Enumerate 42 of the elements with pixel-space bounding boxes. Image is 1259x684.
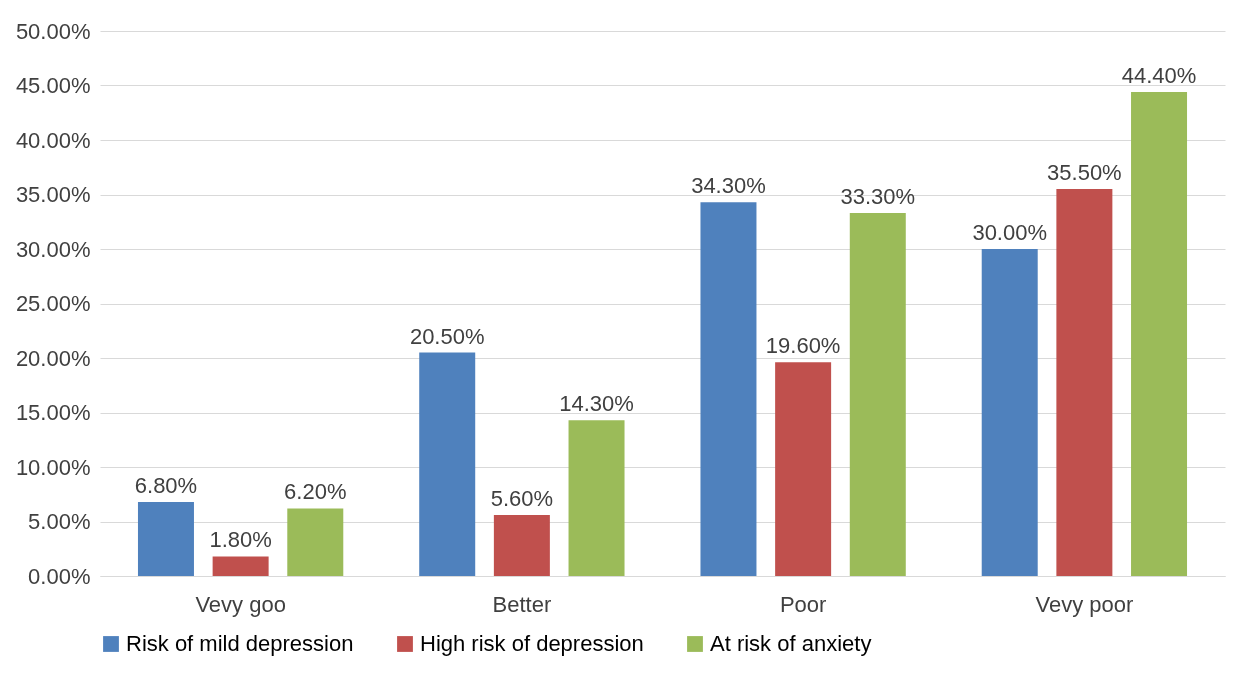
bar [419, 352, 476, 576]
y-tick-label: 30.00% [15, 236, 91, 262]
bar [137, 501, 194, 576]
data-label: 5.60% [490, 485, 554, 511]
data-label: 6.20% [284, 479, 347, 505]
data-label: 6.80% [134, 472, 198, 498]
data-label: 44.40% [1121, 63, 1197, 89]
data-label: 19.60% [765, 333, 841, 359]
bar [568, 420, 625, 576]
bar [493, 514, 550, 576]
bar [775, 362, 832, 576]
y-tick-label: 45.00% [15, 73, 91, 98]
legend-label: High risk of depression [420, 631, 644, 656]
legend-label: Risk of mild depression [126, 631, 354, 656]
bar [212, 556, 269, 576]
bar [849, 213, 906, 576]
bar [981, 249, 1038, 576]
x-tick-label: Vevy poor [1035, 591, 1134, 617]
bar [700, 202, 757, 576]
bar [287, 508, 344, 576]
data-label: 1.80% [209, 527, 272, 553]
y-tick-label: 15.00% [15, 400, 91, 425]
y-tick-label: 35.00% [15, 182, 91, 207]
y-tick-label: 25.00% [15, 291, 91, 316]
data-label: 14.30% [559, 391, 634, 417]
x-tick-label: Vevy goo [195, 591, 286, 617]
data-label: 34.30% [691, 173, 766, 199]
data-label: 20.50% [409, 323, 485, 349]
y-tick-label: 40.00% [15, 127, 91, 153]
y-tick-label: 20.00% [15, 345, 91, 371]
y-tick-label: 0.00% [28, 563, 91, 589]
data-label: 35.50% [1047, 160, 1122, 186]
x-tick-label: Poor [779, 591, 827, 617]
y-tick-label: 10.00% [15, 454, 91, 480]
legend-label: At risk of anxiety [710, 631, 872, 656]
y-tick-label: 5.00% [28, 509, 91, 534]
bar [1131, 92, 1188, 576]
bar [1056, 189, 1113, 576]
y-tick-label: 50.00% [15, 18, 91, 44]
x-tick-label: Better [492, 591, 552, 617]
data-label: 30.00% [972, 220, 1048, 245]
data-label: 33.30% [840, 184, 916, 210]
